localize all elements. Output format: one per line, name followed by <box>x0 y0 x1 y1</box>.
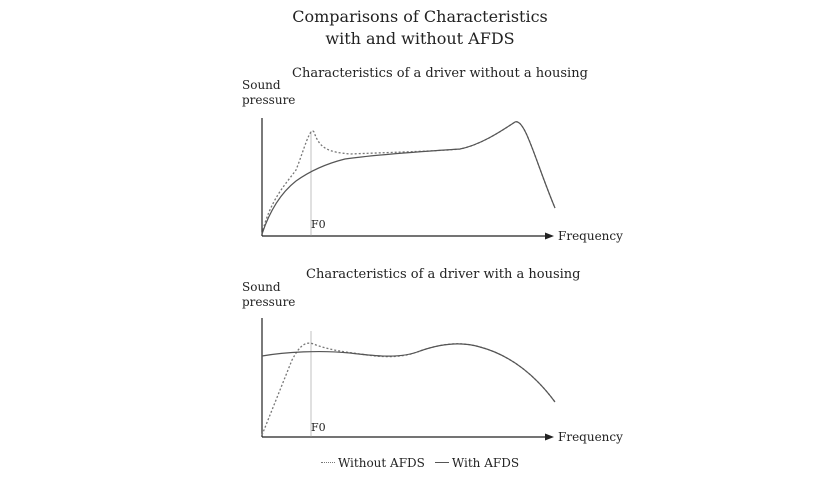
panel1-xlabel: Frequency <box>558 229 623 243</box>
panel2-ylabel: Sound pressure <box>242 280 295 310</box>
panel2-subtitle: Characteristics of a driver with a housi… <box>306 267 581 282</box>
legend-swatch-without <box>320 462 335 463</box>
panel1-ylabel: Sound pressure <box>242 78 295 108</box>
panel1-curve-without-afds <box>261 121 556 235</box>
panel1-subtitle: Characteristics of a driver without a ho… <box>292 66 588 81</box>
legend-label-with: With AFDS <box>451 455 520 470</box>
legend-label-without: Without AFDS <box>337 455 425 470</box>
panel2-xlabel: Frequency <box>558 430 623 444</box>
panel2-x-axis-arrow <box>545 433 554 441</box>
legend: Without AFDS With AFDS <box>0 455 840 470</box>
panel2-axes <box>261 318 554 441</box>
panel1-f0-label: F0 <box>311 218 326 231</box>
panel1-x-axis-arrow <box>545 232 554 240</box>
panel2-ylabel-line1: Sound <box>242 280 281 294</box>
panel1-curve-with-afds <box>261 121 556 235</box>
legend-swatch-with <box>434 462 449 463</box>
panel1-ylabel-line1: Sound <box>242 78 281 92</box>
figure-title-line1: Comparisons of Characteristics <box>292 7 548 26</box>
panel2-curve-with-afds <box>261 343 556 403</box>
panel2-curve-without-afds <box>261 342 556 436</box>
panel2-ylabel-line2: pressure <box>242 295 296 309</box>
panel1-axes <box>261 118 554 240</box>
panel2-f0-label: F0 <box>311 421 326 434</box>
figure-title-line2: with and without AFDS <box>325 29 515 48</box>
panel1-ylabel-line2: pressure <box>242 93 296 107</box>
